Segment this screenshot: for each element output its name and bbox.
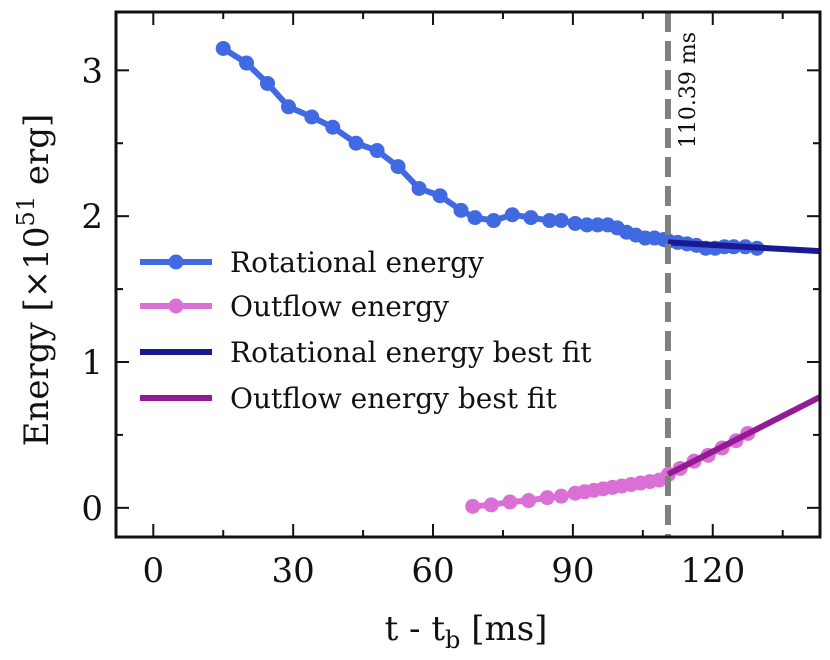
series-line: [472, 430, 750, 510]
data-point: [504, 207, 520, 223]
data-point: [483, 497, 499, 513]
data-point: [521, 493, 537, 509]
data-point: [590, 217, 606, 233]
data-point: [325, 119, 341, 135]
series-2: [667, 239, 821, 255]
legend-label-rotational-fit: Rotational energy best fit: [230, 336, 592, 369]
series-line: [667, 239, 821, 255]
x-axis-label: t - tb [ms]: [385, 609, 548, 654]
data-point: [467, 210, 483, 226]
data-point: [411, 180, 427, 196]
legend: Rotational energy Outflow energy Rotatio…: [140, 246, 592, 415]
x-tick-label: 60: [411, 551, 454, 591]
data-point: [215, 40, 231, 56]
data-point: [542, 213, 558, 229]
series-3: [666, 394, 822, 477]
legend-item-rotational: Rotational energy: [140, 246, 484, 279]
reference-line-label: 110.39 ms: [676, 32, 701, 148]
data-point: [486, 213, 502, 229]
legend-item-outflow: Outflow energy: [140, 290, 449, 323]
y-tick-label: 1: [81, 343, 103, 383]
legend-label-outflow: Outflow energy: [230, 290, 449, 323]
x-axis-label-main: t - t: [385, 609, 446, 649]
series-group: [215, 40, 822, 514]
data-point: [369, 143, 385, 159]
tick-labels: 0 30 60 90 120 0 1 2 3: [81, 51, 745, 591]
plot-frame: [114, 10, 822, 539]
data-point: [523, 210, 539, 226]
y-tick-label: 2: [81, 197, 103, 237]
y-tick-label: 0: [81, 489, 103, 529]
reference-line-group: 110.39 ms: [664, 12, 701, 537]
data-point: [465, 498, 481, 514]
data-point: [432, 188, 448, 204]
data-point: [281, 99, 297, 115]
legend-item-outflow-fit: Outflow energy best fit: [140, 382, 558, 415]
y-axis-label-main: Energy [×10: [17, 226, 57, 446]
legend-item-rotational-fit: Rotational energy best fit: [140, 336, 592, 369]
data-point: [239, 55, 255, 71]
data-point: [348, 135, 364, 151]
data-point: [553, 488, 569, 504]
x-tick-label: 30: [272, 551, 315, 591]
x-axis-label-unit: [ms]: [460, 609, 547, 649]
y-tick-label: 3: [81, 51, 103, 91]
legend-label-outflow-fit: Outflow energy best fit: [230, 382, 558, 415]
x-tick-label: 120: [680, 551, 745, 591]
data-point: [579, 217, 595, 233]
x-tick-label: 90: [551, 551, 594, 591]
series-1: [465, 425, 756, 514]
data-point: [260, 75, 276, 91]
data-point: [390, 159, 406, 175]
data-point: [453, 202, 469, 218]
data-point: [502, 494, 518, 510]
y-axis-label: Energy [×1051 erg]: [12, 114, 57, 447]
x-axis-label-sub: b: [445, 626, 460, 654]
data-point: [553, 213, 569, 229]
data-point: [539, 490, 555, 506]
data-point: [567, 215, 583, 231]
series-line: [666, 394, 822, 477]
y-axis-label-sup: 51: [12, 196, 40, 227]
x-tick-label: 0: [142, 551, 164, 591]
legend-marker-rotational: [168, 254, 184, 270]
legend-label-rotational: Rotational energy: [230, 246, 484, 279]
legend-marker-outflow: [168, 298, 184, 314]
y-axis-label-unit: erg]: [17, 114, 57, 196]
data-point: [304, 109, 320, 125]
